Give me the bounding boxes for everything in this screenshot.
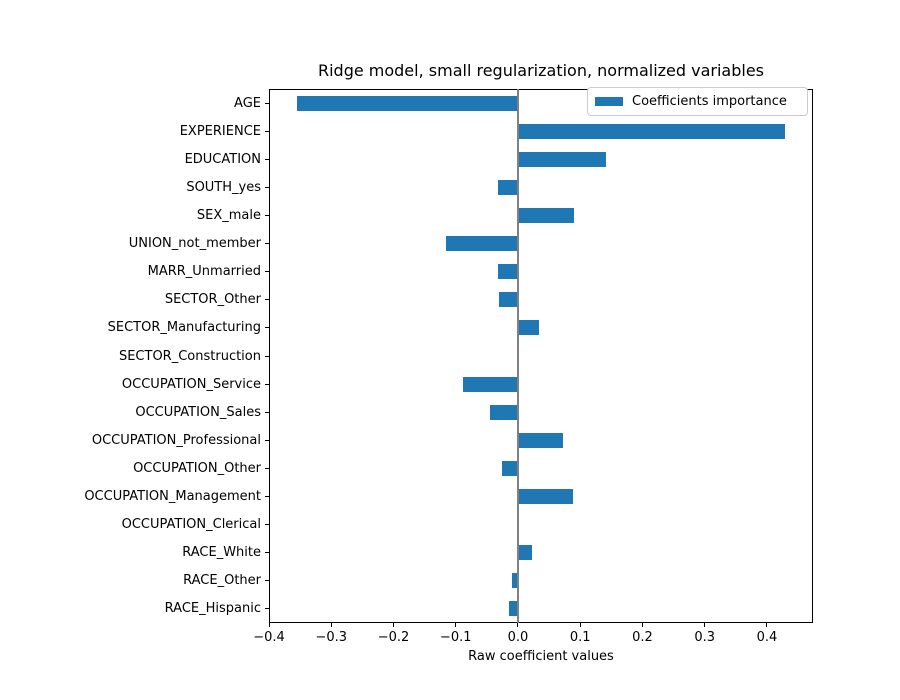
bar-sector-other — [499, 292, 518, 308]
y-tick-label: RACE_Other — [183, 573, 261, 589]
y-tick-label: OCCUPATION_Service — [121, 376, 261, 392]
y-tick-label: EXPERIENCE — [179, 123, 261, 139]
x-tick-mark — [579, 623, 581, 627]
y-tick-label: OCCUPATION_Clerical — [121, 517, 261, 533]
y-tick-label: SEX_male — [196, 207, 261, 223]
x-tick-label: 0.1 — [569, 630, 591, 645]
x-tick-label: −0.1 — [439, 630, 472, 645]
x-tick-label: 0.2 — [632, 630, 653, 645]
bar-education — [517, 151, 607, 167]
bar-union-not-member — [446, 236, 518, 252]
x-tick-mark — [517, 623, 519, 627]
zero-line — [516, 89, 519, 623]
y-tick-label: SECTOR_Other — [164, 292, 261, 308]
y-tick-mark — [265, 411, 269, 413]
y-tick-mark — [265, 383, 269, 385]
x-tick-mark — [455, 623, 457, 627]
bar-sector-manufacturing — [517, 320, 539, 336]
bar-race-hispanic — [509, 601, 518, 617]
bar-sex-male — [517, 207, 574, 223]
x-tick-label: −0.2 — [377, 630, 410, 645]
chart-title: Ridge model, small regularization, norma… — [317, 61, 765, 80]
y-tick-mark — [265, 130, 269, 132]
y-tick-label: RACE_White — [182, 545, 261, 561]
x-tick-mark — [268, 623, 270, 627]
bar-marr-unmarried — [498, 264, 518, 280]
y-tick-label: OCCUPATION_Sales — [135, 404, 261, 420]
bar-age — [297, 95, 518, 111]
x-tick-label: 0.4 — [756, 630, 778, 645]
y-tick-mark — [265, 355, 269, 357]
x-tick-label: −0.3 — [315, 630, 348, 645]
bar-race-other — [512, 573, 518, 589]
y-tick-mark — [265, 214, 269, 216]
x-tick-label: −0.4 — [253, 630, 285, 645]
y-tick-mark — [265, 580, 269, 582]
x-tick-mark — [392, 623, 394, 627]
y-tick-label: SECTOR_Manufacturing — [107, 320, 261, 336]
y-tick-mark — [265, 186, 269, 188]
legend-label: Coefficients importance — [632, 94, 787, 109]
legend: Coefficients importance — [587, 87, 808, 116]
bar-occupation-management — [517, 489, 574, 505]
y-tick-mark — [265, 158, 269, 160]
y-tick-mark — [265, 271, 269, 273]
bar-race-white — [517, 545, 533, 561]
bar-experience — [517, 123, 785, 139]
x-tick-label: 0.3 — [694, 630, 716, 645]
x-tick-mark — [704, 623, 706, 627]
bar-occupation-other — [502, 460, 518, 476]
y-tick-mark — [265, 327, 269, 329]
y-tick-label: SOUTH_yes — [186, 179, 261, 195]
bar-occupation-service — [462, 376, 518, 392]
x-tick-mark — [330, 623, 332, 627]
y-tick-label: OCCUPATION_Other — [133, 460, 261, 476]
bar-occupation-professional — [517, 432, 563, 448]
bar-south-yes — [498, 179, 518, 195]
x-tick-mark — [766, 623, 768, 627]
x-tick-mark — [641, 623, 643, 627]
y-tick-mark — [265, 467, 269, 469]
y-tick-mark — [265, 439, 269, 441]
bar-occupation-sales — [489, 404, 518, 420]
plot-area — [269, 89, 813, 623]
y-tick-mark — [265, 524, 269, 526]
y-tick-mark — [265, 102, 269, 104]
y-tick-label: RACE_Hispanic — [164, 601, 261, 617]
y-tick-label: OCCUPATION_Professional — [91, 432, 261, 448]
y-tick-mark — [265, 243, 269, 245]
y-tick-label: EDUCATION — [184, 151, 261, 167]
y-tick-label: UNION_not_member — [128, 236, 261, 252]
x-tick-label: 0.0 — [507, 630, 529, 645]
y-tick-mark — [265, 496, 269, 498]
x-axis-label: Raw coefficient values — [468, 649, 614, 664]
y-tick-mark — [265, 552, 269, 554]
y-tick-label: AGE — [234, 95, 261, 111]
legend-swatch-icon — [595, 97, 623, 106]
y-tick-mark — [265, 299, 269, 301]
y-tick-label: SECTOR_Construction — [118, 348, 261, 364]
y-tick-label: MARR_Unmarried — [147, 264, 261, 280]
y-tick-label: OCCUPATION_Management — [84, 489, 261, 505]
y-tick-mark — [265, 608, 269, 610]
